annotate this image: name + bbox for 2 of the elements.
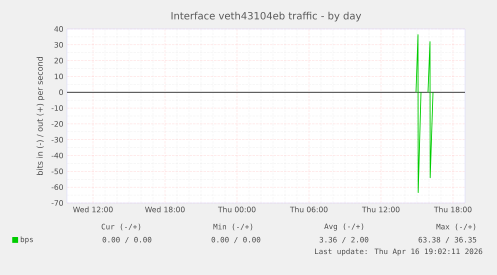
chart-title: Interface veth43104eb traffic - by day (172, 12, 362, 22)
y-axis-title: bits in (-) / out (+) per second (36, 57, 44, 175)
